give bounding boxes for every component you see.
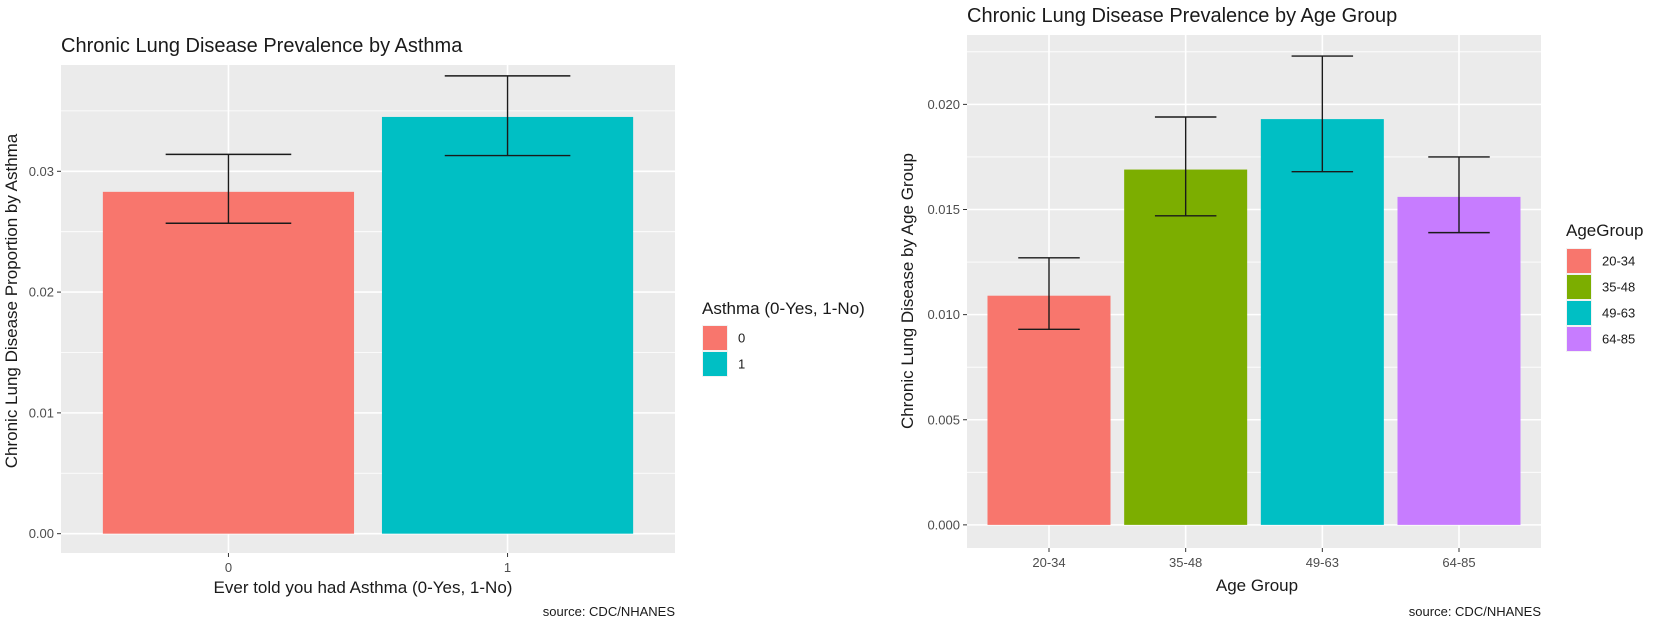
x-axis-title: Ever told you had Asthma (0-Yes, 1-No) (214, 578, 513, 597)
y-tick-label: 0.015 (927, 202, 960, 217)
bar-1 (381, 116, 634, 534)
chart-age-group: Chronic Lung Disease Prevalence by Age G… (898, 5, 1644, 619)
legend-label: 1 (738, 357, 745, 372)
error-bars (1018, 55, 1490, 331)
y-tick-label: 0.03 (29, 164, 54, 179)
bars (987, 119, 1521, 525)
legend: AgeGroup 20-34 35-48 49-63 64-85 (1566, 221, 1644, 352)
legend-key-1 (703, 352, 727, 376)
error-bars (165, 75, 571, 224)
chart-asthma: Chronic Lung Disease Prevalence by Asthm… (2, 35, 865, 619)
legend-label: 49-63 (1602, 306, 1635, 321)
x-tick-label: 49-63 (1306, 555, 1339, 570)
legend-key-0 (703, 326, 727, 350)
y-tick-label: 0.000 (927, 517, 960, 532)
y-axis-title: Chronic Lung Disease Proportion by Asthm… (2, 133, 21, 468)
x-tick-label: 0 (225, 560, 232, 575)
chart-title: Chronic Lung Disease Prevalence by Age G… (967, 5, 1397, 27)
y-tick-label: 0.02 (29, 285, 54, 300)
x-tick-label: 20-34 (1032, 555, 1065, 570)
y-tick-label: 0.020 (927, 97, 960, 112)
legend-key-64-85 (1567, 327, 1591, 351)
legend-label: 0 (738, 331, 745, 346)
y-axis-ticks: 0.000 0.005 0.010 0.015 0.020 (927, 97, 967, 532)
chart-title: Chronic Lung Disease Prevalence by Asthm… (61, 35, 463, 57)
legend-title: Asthma (0-Yes, 1-No) (702, 299, 865, 318)
legend-key-49-63 (1567, 301, 1591, 325)
x-axis-title: Age Group (1216, 576, 1298, 595)
bar-0 (102, 191, 355, 534)
legend-key-35-48 (1567, 275, 1591, 299)
bar-49-63 (1260, 119, 1384, 525)
bar-20-34 (987, 295, 1111, 525)
bar-35-48 (1124, 169, 1248, 525)
y-tick-label: 0.005 (927, 412, 960, 427)
bar-64-85 (1397, 196, 1521, 525)
x-axis-ticks: 20-34 35-48 49-63 64-85 (1032, 548, 1476, 570)
source-caption: source: CDC/NHANES (543, 604, 676, 619)
legend-key-20-34 (1567, 249, 1591, 273)
y-tick-label: 0.00 (29, 526, 54, 541)
x-tick-label: 64-85 (1442, 555, 1475, 570)
legend-label: 20-34 (1602, 254, 1635, 269)
source-caption: source: CDC/NHANES (1409, 604, 1542, 619)
x-tick-label: 1 (504, 560, 511, 575)
legend-title: AgeGroup (1566, 221, 1644, 240)
y-tick-label: 0.010 (927, 307, 960, 322)
y-tick-label: 0.01 (29, 405, 54, 420)
legend: Asthma (0-Yes, 1-No) 0 1 (702, 299, 865, 377)
bars (102, 116, 634, 534)
y-axis-ticks: 0.00 0.01 0.02 0.03 (29, 164, 61, 541)
legend-label: 64-85 (1602, 332, 1635, 347)
legend-label: 35-48 (1602, 280, 1635, 295)
y-axis-title: Chronic Lung Disease by Age Group (898, 153, 917, 429)
x-tick-label: 35-48 (1169, 555, 1202, 570)
